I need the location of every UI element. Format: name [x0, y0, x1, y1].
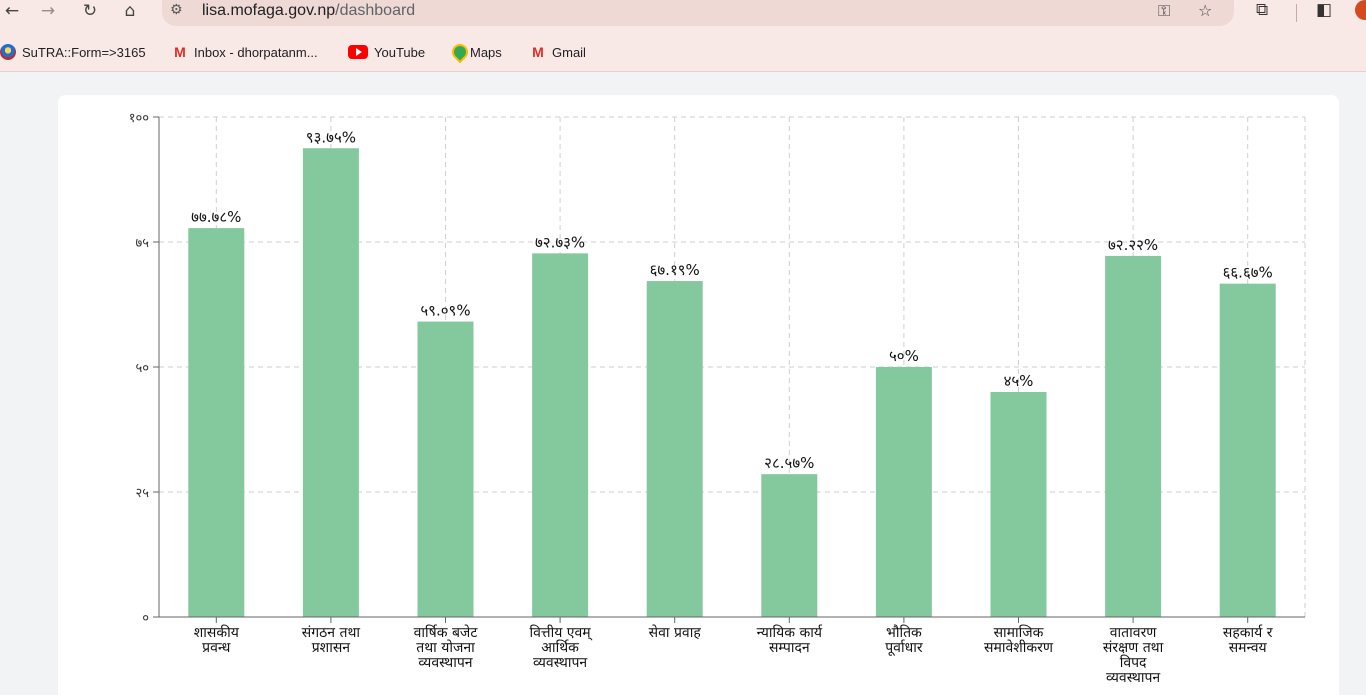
x-category-label-line: सामाजिक: [994, 624, 1044, 641]
url-host: lisa.mofaga.gov.np: [202, 2, 336, 19]
x-category-label: वार्षिक बजेट तथा योजना व्यवस्थापन: [414, 624, 479, 671]
bar-value-label: ५०%: [889, 347, 919, 365]
youtube-icon: [348, 45, 368, 59]
x-category-label-line: सहकार्य र: [1223, 624, 1273, 641]
page-content: ० २५ ५० ७५ १०० ७७.७८% शासकीय प्रवन्ध ९३.७५% संगठन…: [0, 73, 1366, 695]
x-category-label-line: समावेशीकरण: [984, 639, 1054, 656]
bar-chart: ० २५ ५० ७५ १०० ७७.७८% शासकीय प्रवन्ध ९३.७५% संगठन…: [129, 111, 1306, 686]
x-category-label: सामाजिक समावेशीकरण: [984, 624, 1054, 656]
bar: [1105, 255, 1162, 617]
bar-value-label: ६७.१९%: [650, 261, 700, 279]
bar-value-label: ५९.०९%: [420, 302, 470, 320]
bar: [302, 148, 359, 617]
y-tick-label: ०: [142, 611, 149, 626]
bookmarks-bar: SuTRA::Form=>3165 M Inbox - dhorpatanm..…: [0, 32, 1366, 72]
x-category-label: भौतिक पूर्वाधार: [885, 624, 923, 656]
toolbar-divider: [1296, 4, 1297, 22]
x-category-label-line: वार्षिक बजेट: [414, 624, 479, 641]
key-icon[interactable]: ⚿: [1158, 1, 1171, 20]
y-tick-label: २५: [135, 486, 149, 501]
x-category-label-line: प्रवन्ध: [202, 640, 231, 656]
x-category-label: संगठन तथा प्रशासन: [302, 625, 361, 656]
bookmark-youtube[interactable]: YouTube: [348, 42, 425, 62]
x-category-label-line: सेवा प्रवाह: [649, 624, 702, 641]
x-category-label: वित्तीय एवम् आर्थिक व्यवस्थापन: [530, 624, 593, 671]
x-category-label-line: वातावरण: [1110, 625, 1158, 641]
x-category-label: सेवा प्रवाह: [649, 624, 702, 641]
bookmark-inbox[interactable]: M Inbox - dhorpatanm...: [172, 42, 318, 62]
bar: [1219, 283, 1276, 617]
y-tick-label: १००: [129, 111, 149, 126]
x-category-label-line: भौतिक: [886, 624, 922, 641]
x-category-label-line: विपद: [1120, 654, 1147, 671]
arrow-right-icon[interactable]: →: [40, 1, 56, 21]
url-text[interactable]: lisa.mofaga.gov.np/dashboard: [202, 2, 415, 20]
bar-value-label: ७७.७८%: [191, 208, 241, 226]
bookmark-sutra[interactable]: SuTRA::Form=>3165: [0, 42, 146, 62]
y-tick-label: ७५: [135, 236, 149, 251]
bookmark-label: Inbox - dhorpatanm...: [194, 44, 318, 60]
bar: [532, 253, 589, 617]
bookmark-maps[interactable]: Maps: [452, 42, 502, 62]
x-category-label-line: न्यायिक कार्य: [757, 624, 823, 641]
bookmark-label: Maps: [470, 44, 502, 60]
bar-value-label: ९३.७५%: [306, 128, 356, 146]
bar-value-label: ७२.७३%: [535, 233, 585, 251]
bar-value-label: २८.५७%: [764, 454, 814, 472]
x-category-label-line: पूर्वाधार: [885, 639, 923, 656]
bar: [417, 321, 474, 617]
browser-toolbar: ← → ↻ ⌂ ⚙ lisa.mofaga.gov.np/dashboard ⚿…: [0, 0, 1366, 32]
x-category-label-line: सम्पादन: [769, 640, 810, 656]
bar-value-label: ७२.२२%: [1108, 236, 1158, 254]
x-category-label-line: आर्थिक: [541, 639, 579, 656]
home-icon[interactable]: ⌂: [124, 1, 136, 21]
y-tick-label: ५०: [135, 361, 149, 376]
x-category-label-line: व्यवस्थापन: [533, 655, 587, 671]
bar-value-label: ४५%: [1004, 372, 1034, 390]
side-panel-icon[interactable]: ◧: [1316, 0, 1333, 20]
x-category-label-line: संरक्षण तथा: [1103, 640, 1164, 656]
bookmark-label: SuTRA::Form=>3165: [22, 44, 146, 60]
reload-icon[interactable]: ↻: [82, 1, 98, 21]
x-category-label-line: व्यवस्थापन: [1106, 670, 1160, 686]
x-category-label: न्यायिक कार्य सम्पादन: [757, 624, 823, 656]
star-icon[interactable]: ☆: [1198, 1, 1213, 20]
avatar[interactable]: [1355, 0, 1366, 20]
x-category-label-line: तथा योजना: [416, 639, 475, 656]
x-category-label: शासकीय प्रवन्ध: [194, 624, 240, 656]
x-category-label: वातावरण संरक्षण तथा विपद व्यवस्थापन: [1103, 625, 1164, 686]
address-bar[interactable]: ⚙ lisa.mofaga.gov.np/dashboard ⚿ ☆: [162, 0, 1234, 26]
x-category-label-line: वित्तीय एवम्: [530, 624, 593, 641]
maps-icon: [452, 44, 464, 60]
x-category-label: सहकार्य र समन्वय: [1223, 624, 1273, 656]
tune-icon[interactable]: ⚙: [170, 2, 183, 18]
sutra-icon: [0, 44, 16, 60]
bar: [646, 281, 703, 617]
bar: [761, 474, 818, 617]
bar: [990, 392, 1047, 617]
puzzle-icon[interactable]: ⧉: [1256, 0, 1269, 20]
bookmark-gmail[interactable]: M Gmail: [530, 42, 586, 62]
bookmark-label: YouTube: [374, 44, 426, 60]
url-path: /dashboard: [335, 2, 416, 19]
chart-card: ० २५ ५० ७५ १०० ७७.७८% शासकीय प्रवन्ध ९३.७५% संगठन…: [58, 95, 1339, 695]
x-category-label-line: शासकीय: [194, 624, 240, 641]
bar: [188, 228, 245, 617]
bar: [875, 367, 932, 617]
x-category-label-line: समन्वय: [1229, 640, 1268, 656]
bar-value-label: ६६.६७%: [1223, 264, 1273, 282]
gmail-icon: M: [174, 44, 186, 60]
x-category-label-line: प्रशासन: [312, 640, 351, 656]
arrow-left-icon[interactable]: ←: [4, 1, 20, 21]
bookmark-label: Gmail: [552, 44, 586, 60]
gmail-icon: M: [532, 44, 544, 60]
x-category-label-line: संगठन तथा: [302, 625, 361, 641]
x-category-label-line: व्यवस्थापन: [418, 655, 472, 671]
